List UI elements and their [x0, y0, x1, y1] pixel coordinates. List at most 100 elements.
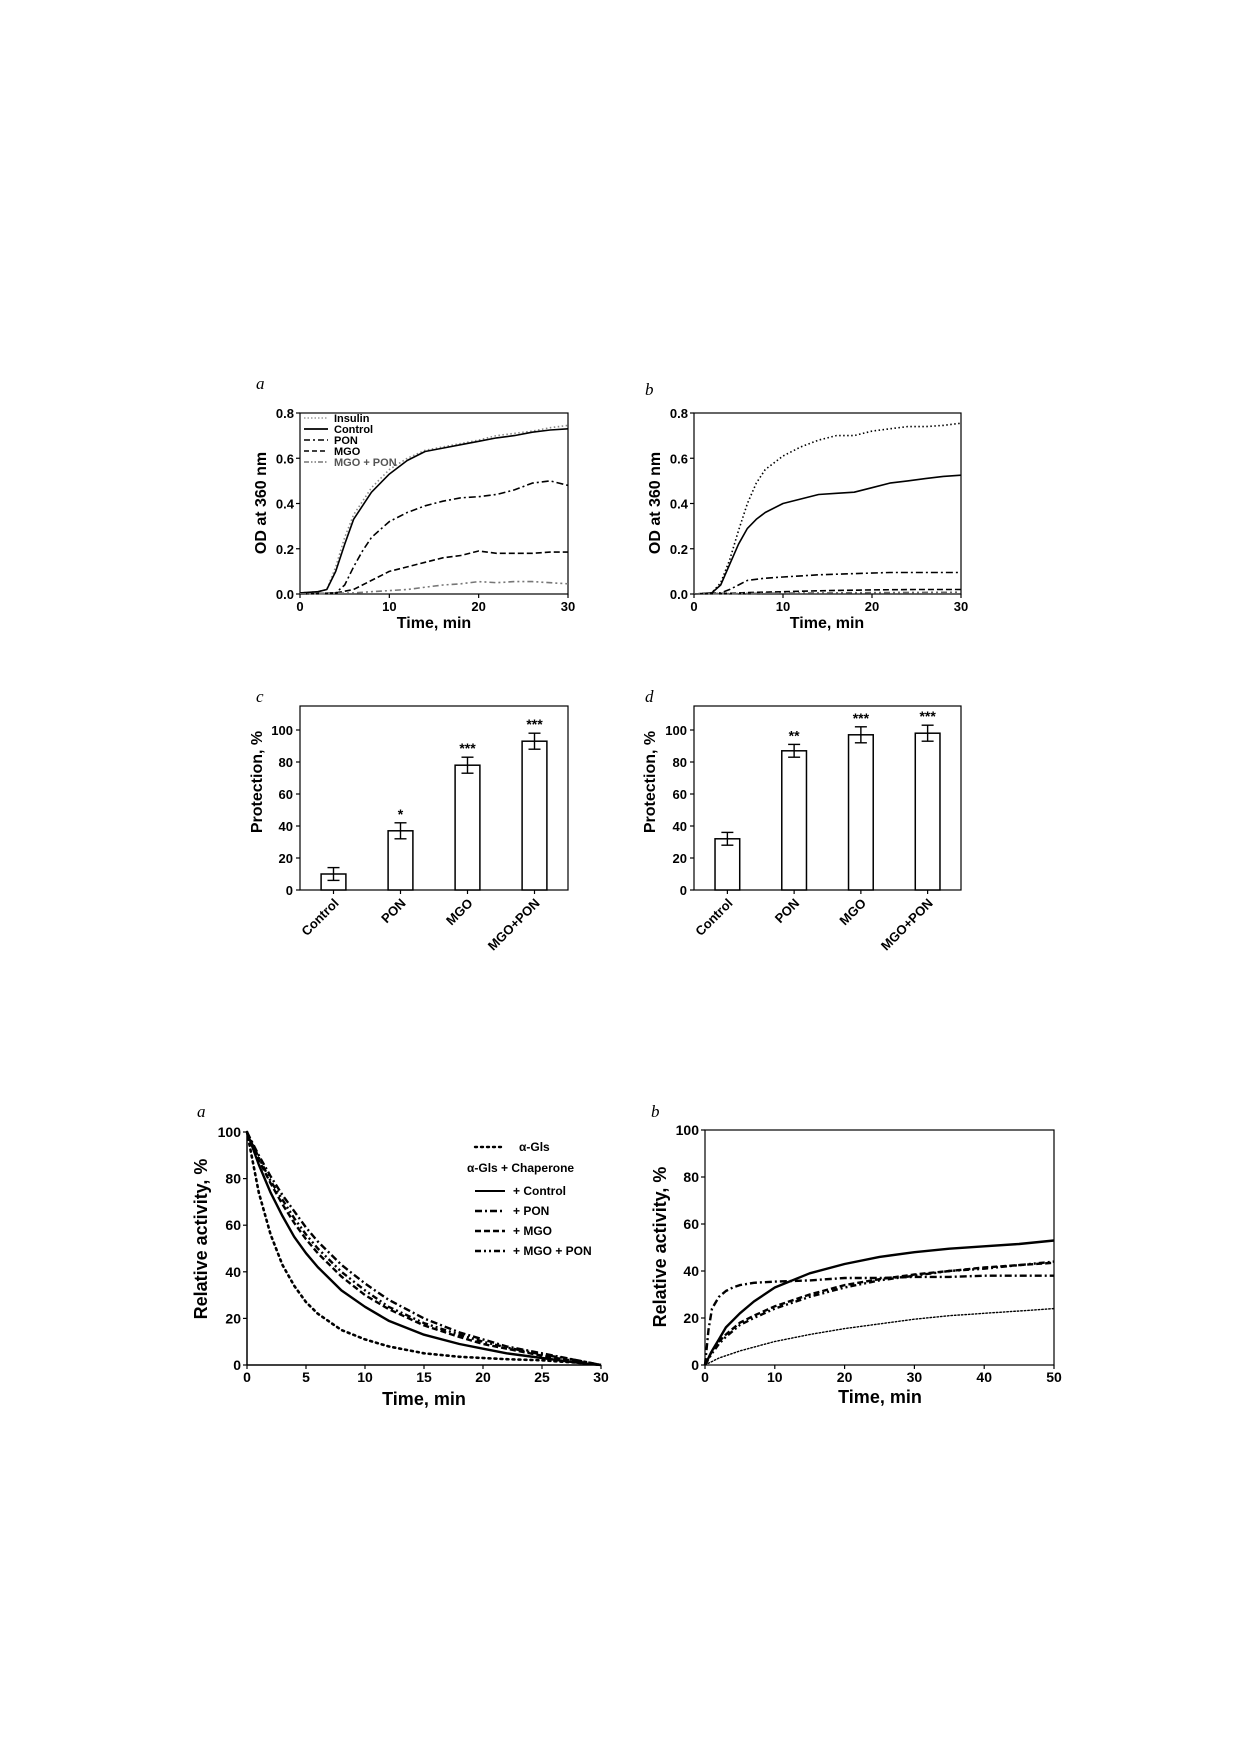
bars-group: ***** *** — [714, 708, 941, 891]
x-tick-label: 20 — [837, 1369, 853, 1385]
y-tick-label: 0 — [680, 883, 687, 898]
series-line-series-2 — [703, 1239, 1055, 1366]
x-tick-label: 10 — [776, 599, 790, 614]
y-tick-label: 60 — [673, 787, 687, 802]
y-tick-label: 0.0 — [670, 587, 688, 602]
legend-label-pon: + PON — [513, 1204, 549, 1218]
y-tick-label: 0.8 — [670, 406, 688, 421]
series-line-series-1 — [704, 1307, 1055, 1366]
panel-letter: b — [651, 1102, 660, 1121]
significance-label: *** — [526, 716, 543, 732]
x-tick-label: 5 — [302, 1369, 310, 1385]
x-tick-label: 10 — [767, 1369, 783, 1385]
bar-control — [714, 838, 741, 891]
y-tick-label: 60 — [683, 1216, 699, 1232]
bar-mgo-pon — [914, 732, 941, 891]
y-tick-label: 0 — [233, 1357, 241, 1373]
significance-label: ** — [789, 727, 800, 743]
x-axis-title: Time, min — [382, 1389, 466, 1409]
y-tick-label: 20 — [225, 1310, 241, 1326]
y-tick-label: 0 — [286, 883, 293, 898]
x-tick-label: 0 — [243, 1369, 251, 1385]
series-line-mgo-pon — [245, 1131, 602, 1367]
y-tick-label: 40 — [225, 1264, 241, 1280]
y-tick-label: 100 — [218, 1124, 242, 1140]
x-tick-label: 30 — [593, 1369, 609, 1385]
category-label: MGO+PON — [485, 896, 543, 954]
y-axis-title: Relative activity, % — [191, 1159, 211, 1320]
series-line-mgo — [245, 1131, 602, 1367]
x-tick-label: 40 — [976, 1369, 992, 1385]
x-tick-label: 0 — [690, 599, 697, 614]
y-tick-label: 80 — [673, 755, 687, 770]
series-line-series-3 — [693, 571, 961, 595]
y-tick-label: 20 — [279, 851, 293, 866]
y-axis-title: Protection, % — [642, 731, 659, 833]
category-label: MGO — [443, 896, 476, 929]
legend: Insulin Control PON MGO MGO + PON — [304, 413, 397, 469]
plot-frame — [693, 705, 962, 891]
y-tick-label: 40 — [683, 1263, 699, 1279]
fig1-panel-a: a 0 10 20 30 0.0 0.2 0.4 0.6 0.8 OD at 360 nm Ti… — [253, 374, 575, 632]
legend-label-mgo-pon: + MGO + PON — [513, 1244, 592, 1258]
category-label: Control — [298, 896, 341, 939]
series-line-control — [245, 1131, 602, 1367]
significance-label: *** — [919, 708, 936, 724]
y-tick-label: 80 — [225, 1171, 241, 1187]
y-tick-label: 0.4 — [670, 497, 689, 512]
series-line-series-2 — [693, 474, 962, 595]
series-line-mgo-pon — [299, 580, 569, 595]
panel-letter: c — [256, 687, 264, 706]
y-axis-title: Protection, % — [249, 731, 266, 833]
y-axis-title: OD at 360 nm — [647, 452, 664, 554]
panel-letter: a — [197, 1102, 206, 1121]
axes-group: 0 10 20 30 0.0 0.2 0.4 0.6 0.8 — [276, 406, 575, 614]
bar-pon — [781, 750, 808, 891]
category-label: PON — [772, 896, 803, 927]
plot-frame — [693, 412, 962, 595]
legend-label-pon: PON — [334, 435, 358, 447]
x-tick-label: 30 — [954, 599, 968, 614]
legend-heading: α-Gls + Chaperone — [467, 1161, 574, 1175]
legend-label-mgo: MGO — [334, 446, 361, 458]
x-tick-label: 20 — [475, 1369, 491, 1385]
bars-group: ******* — [320, 716, 548, 891]
fig2-panel-b: b 0 10 20 30 40 50 0 20 40 60 80 100 Relative activ… — [650, 1102, 1062, 1407]
x-tick-label: 30 — [907, 1369, 923, 1385]
legend-label-agls: α-Gls — [519, 1140, 550, 1154]
y-tick-label: 20 — [673, 851, 687, 866]
x-tick-label: 0 — [296, 599, 303, 614]
series-line-mgo — [299, 550, 568, 595]
y-axis-title: OD at 360 nm — [253, 452, 270, 554]
y-tick-label: 0.6 — [276, 451, 294, 466]
y-tick-label: 100 — [271, 723, 293, 738]
axes-group: 0 10 20 30 0.0 0.2 0.4 0.6 0.8 — [670, 406, 968, 614]
series-line-pon — [299, 480, 569, 595]
legend-label-mgo-pon: MGO + PON — [334, 457, 397, 469]
bar-pon — [387, 830, 414, 891]
series-group — [299, 424, 569, 595]
significance-label: *** — [853, 710, 870, 726]
y-tick-label: 80 — [279, 755, 293, 770]
y-tick-label: 0.4 — [276, 497, 295, 512]
series-line-series-4 — [703, 1261, 1055, 1366]
legend: α-Gls α-Gls + Chaperone + Control + PON … — [467, 1140, 592, 1258]
series-line-series-5 — [693, 591, 962, 595]
y-tick-label: 60 — [225, 1217, 241, 1233]
y-tick-label: 60 — [279, 787, 293, 802]
y-tick-label: 100 — [665, 723, 687, 738]
fig1-panel-b: b 0 10 20 30 0.0 0.2 0.4 0.6 0.8 OD at 360 nm Ti… — [645, 380, 968, 632]
legend-label-control: + Control — [513, 1184, 566, 1198]
y-tick-label: 0.2 — [670, 542, 688, 557]
axes-group: 0 5 10 15 20 25 30 0 20 40 60 80 100 — [218, 1124, 609, 1385]
bar-mgo-pon — [521, 740, 548, 891]
axes-group: 0 10 20 30 40 50 0 20 40 60 80 100 — [676, 1122, 1062, 1385]
series-line-series-5 — [703, 1260, 1055, 1366]
x-tick-label: 15 — [416, 1369, 432, 1385]
series-line-control — [299, 428, 569, 594]
x-tick-label: 10 — [357, 1369, 373, 1385]
series-group — [703, 1239, 1055, 1366]
plot-frame — [704, 1129, 1055, 1366]
